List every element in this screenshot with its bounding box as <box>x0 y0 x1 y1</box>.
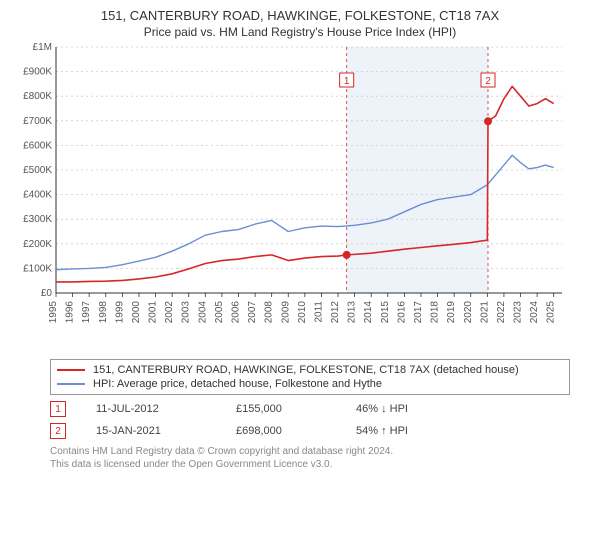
svg-text:2019: 2019 <box>446 301 457 324</box>
svg-text:£600K: £600K <box>23 140 52 151</box>
svg-text:2021: 2021 <box>479 301 490 324</box>
svg-text:2025: 2025 <box>546 301 557 324</box>
event-pct-2: 54% ↑ HPI <box>356 425 446 437</box>
event-price-2: £698,000 <box>236 425 326 437</box>
chart-title: 151, CANTERBURY ROAD, HAWKINGE, FOLKESTO… <box>12 8 588 23</box>
svg-text:1: 1 <box>344 76 350 87</box>
svg-text:2008: 2008 <box>264 301 275 324</box>
event-date-1: 11-JUL-2012 <box>96 403 206 415</box>
svg-text:£300K: £300K <box>23 214 52 225</box>
svg-text:2006: 2006 <box>230 301 241 324</box>
svg-text:2000: 2000 <box>131 301 142 324</box>
legend-swatch-hpi <box>57 383 85 385</box>
svg-text:2005: 2005 <box>214 301 225 324</box>
attribution-line-2: This data is licensed under the Open Gov… <box>50 458 570 471</box>
svg-text:2009: 2009 <box>280 301 291 324</box>
legend-swatch-property <box>57 369 85 371</box>
svg-text:2014: 2014 <box>363 301 374 324</box>
attribution: Contains HM Land Registry data © Crown c… <box>50 445 570 471</box>
svg-text:2024: 2024 <box>529 301 540 324</box>
legend-text-property: 151, CANTERBURY ROAD, HAWKINGE, FOLKESTO… <box>93 364 519 376</box>
svg-text:2015: 2015 <box>380 301 391 324</box>
svg-text:2016: 2016 <box>396 301 407 324</box>
event-date-2: 15-JAN-2021 <box>96 425 206 437</box>
svg-text:£800K: £800K <box>23 91 52 102</box>
svg-text:2013: 2013 <box>347 301 358 324</box>
event-row-2: 2 15-JAN-2021 £698,000 54% ↑ HPI <box>50 423 570 439</box>
svg-text:£400K: £400K <box>23 190 52 201</box>
svg-text:2023: 2023 <box>513 301 524 324</box>
svg-text:2002: 2002 <box>164 301 175 324</box>
svg-text:1998: 1998 <box>98 301 109 324</box>
svg-text:2: 2 <box>485 76 491 87</box>
svg-text:1999: 1999 <box>114 301 125 324</box>
legend-row-hpi: HPI: Average price, detached house, Folk… <box>57 378 563 390</box>
event-pct-1: 46% ↓ HPI <box>356 403 446 415</box>
svg-text:2022: 2022 <box>496 301 507 324</box>
event-row-1: 1 11-JUL-2012 £155,000 46% ↓ HPI <box>50 401 570 417</box>
svg-text:2004: 2004 <box>197 301 208 324</box>
svg-text:2012: 2012 <box>330 301 341 324</box>
svg-text:£0: £0 <box>41 288 53 299</box>
svg-text:£500K: £500K <box>23 165 52 176</box>
svg-text:£1M: £1M <box>33 43 52 53</box>
svg-text:2001: 2001 <box>148 301 159 324</box>
svg-text:2020: 2020 <box>463 301 474 324</box>
event-price-1: £155,000 <box>236 403 326 415</box>
svg-text:2011: 2011 <box>313 301 324 323</box>
svg-text:£200K: £200K <box>23 239 52 250</box>
svg-text:1996: 1996 <box>65 301 76 324</box>
svg-text:£700K: £700K <box>23 116 52 127</box>
svg-text:2007: 2007 <box>247 301 258 324</box>
svg-text:1997: 1997 <box>81 301 92 324</box>
svg-text:£100K: £100K <box>23 263 52 274</box>
svg-text:£900K: £900K <box>23 67 52 78</box>
svg-text:1995: 1995 <box>48 301 59 324</box>
svg-text:2010: 2010 <box>297 301 308 324</box>
legend-row-property: 151, CANTERBURY ROAD, HAWKINGE, FOLKESTO… <box>57 364 563 376</box>
legend: 151, CANTERBURY ROAD, HAWKINGE, FOLKESTO… <box>50 359 570 395</box>
chart-container: 151, CANTERBURY ROAD, HAWKINGE, FOLKESTO… <box>0 0 600 477</box>
chart-subtitle: Price paid vs. HM Land Registry's House … <box>12 25 588 39</box>
event-marker-1: 1 <box>50 401 66 417</box>
attribution-line-1: Contains HM Land Registry data © Crown c… <box>50 445 570 458</box>
event-table: 1 11-JUL-2012 £155,000 46% ↓ HPI 2 15-JA… <box>50 401 570 439</box>
legend-text-hpi: HPI: Average price, detached house, Folk… <box>93 378 382 390</box>
svg-text:2018: 2018 <box>430 301 441 324</box>
svg-text:2003: 2003 <box>181 301 192 324</box>
price-chart: £0 £100K £200K £300K £400K £500K £600K £700K £80… <box>12 43 572 353</box>
event-marker-2: 2 <box>50 423 66 439</box>
svg-text:2017: 2017 <box>413 301 424 324</box>
